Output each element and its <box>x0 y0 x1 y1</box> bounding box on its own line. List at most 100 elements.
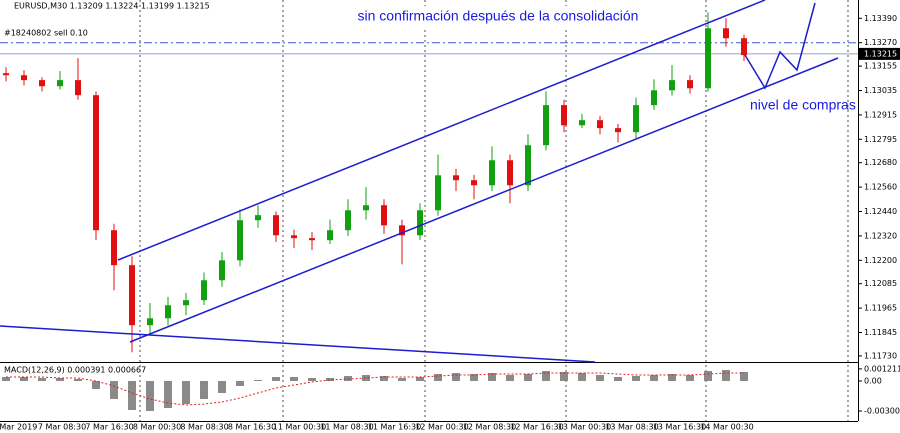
y-tick-label: 1.12795 <box>864 135 897 144</box>
macd-bar <box>362 375 370 381</box>
y-tick-label: 1.12085 <box>864 279 897 288</box>
x-tick-label: 11 Mar 08:30 <box>320 423 373 432</box>
macd-bar <box>2 377 10 381</box>
macd-bar <box>542 371 550 381</box>
x-tick-label: 7 Mar 08:30 <box>38 423 86 432</box>
macd-bar <box>146 381 154 411</box>
candle-body <box>219 260 225 281</box>
chart-title: EURUSD,M30 1.13209 1.13224 1.13199 1.132… <box>14 2 210 11</box>
y-tick-label: -0.003002 <box>864 407 900 416</box>
y-tick-label: 1.13390 <box>864 14 897 23</box>
y-tick-label: 1.13270 <box>864 38 897 47</box>
price-tag <box>859 47 900 60</box>
candle-body <box>633 105 639 133</box>
candle-body <box>3 73 9 76</box>
annotation-box <box>326 6 670 28</box>
x-tick-label: 13 Mar 00:30 <box>558 423 611 432</box>
y-tick-label: 1.12200 <box>864 256 897 265</box>
trend-lines <box>0 0 839 363</box>
candle-body <box>435 175 441 211</box>
candle-body <box>345 210 351 231</box>
macd-bar <box>254 380 262 381</box>
macd-title: MACD(12,26,9) 0.000391 0.000667 <box>4 366 146 375</box>
x-tick-label: 8 Mar 16:30 <box>228 423 276 432</box>
candle-body <box>489 160 495 186</box>
candle-body <box>525 145 531 186</box>
candle-body <box>39 80 45 87</box>
y-tick-label: 1.13035 <box>864 86 897 95</box>
macd-bar <box>236 381 244 386</box>
candle-body <box>309 238 315 241</box>
candle-body <box>273 215 279 236</box>
macd-bar <box>218 381 226 393</box>
macd-bar <box>452 373 460 381</box>
x-tick-label: 11 Mar 16:30 <box>368 423 421 432</box>
macd-bar <box>308 378 316 381</box>
macd-bar <box>668 374 676 381</box>
macd-bar <box>380 376 388 381</box>
candle-body <box>237 220 243 261</box>
candle-body <box>453 175 459 181</box>
x-tick-label: 8 Mar 00:30 <box>133 423 181 432</box>
macd-bar <box>650 375 658 381</box>
candle-body <box>417 210 423 236</box>
candle-body <box>57 80 63 87</box>
macd-bar <box>596 375 604 381</box>
x-tick-label: 12 Mar 08:30 <box>463 423 516 432</box>
macd-bar <box>614 377 622 381</box>
annotation: nivel de compras <box>750 97 856 113</box>
candle-body <box>147 318 153 326</box>
macd-bar <box>434 374 442 381</box>
macd-bar <box>704 371 712 381</box>
y-tick-label: 1.11845 <box>864 328 897 337</box>
macd-bar <box>560 372 568 381</box>
macd-bar <box>38 378 46 381</box>
macd-bar <box>56 378 64 381</box>
y-tick-label: 1.12320 <box>864 231 897 240</box>
x-tick-label: 12 Mar 16:30 <box>510 423 563 432</box>
macd-bar <box>110 381 118 399</box>
macd-bar <box>272 377 280 381</box>
macd-bar <box>92 381 100 389</box>
candle-body <box>93 95 99 231</box>
macd-bar <box>182 381 190 404</box>
macd-bar <box>722 370 730 381</box>
candle-body <box>201 280 207 301</box>
macd-bar <box>632 376 640 381</box>
macd-bar <box>74 379 82 381</box>
y-tick-label: 0.00 <box>864 377 882 386</box>
macd-bar <box>326 378 334 381</box>
candle-body <box>255 215 261 221</box>
day-separators <box>139 0 849 421</box>
macd-bar <box>524 374 532 381</box>
candle-body <box>561 105 567 126</box>
candle-body <box>363 205 369 211</box>
candle-body <box>597 120 603 129</box>
candle-body <box>129 265 135 326</box>
candle-body <box>741 38 747 56</box>
candle-body <box>327 230 333 241</box>
macd-bar <box>290 377 298 381</box>
macd-bar <box>740 372 748 381</box>
x-tick-label: 7 Mar 2019 <box>0 423 37 432</box>
current-price-label: 1.13215 <box>864 49 897 58</box>
macd-bar <box>20 377 28 381</box>
candle-body <box>669 80 675 91</box>
candle-body <box>21 75 27 81</box>
macd-bar <box>164 381 172 408</box>
order-label: #18240802 sell 0.10 <box>4 29 88 38</box>
macd-bar <box>488 373 496 381</box>
macd-bar <box>200 381 208 399</box>
macd-bar <box>398 378 406 381</box>
y-tick-label: 0.001211 <box>864 364 900 373</box>
candle-body <box>291 235 297 239</box>
y-tick-label: 1.11965 <box>864 304 897 313</box>
x-tick-label: 7 Mar 16:30 <box>85 423 133 432</box>
x-tick-label: 13 Mar 16:30 <box>653 423 706 432</box>
annotation: sin confirmación después de la consolida… <box>358 8 639 24</box>
candle-body <box>165 305 171 319</box>
candle-body <box>687 80 693 89</box>
candle-body <box>615 128 621 133</box>
